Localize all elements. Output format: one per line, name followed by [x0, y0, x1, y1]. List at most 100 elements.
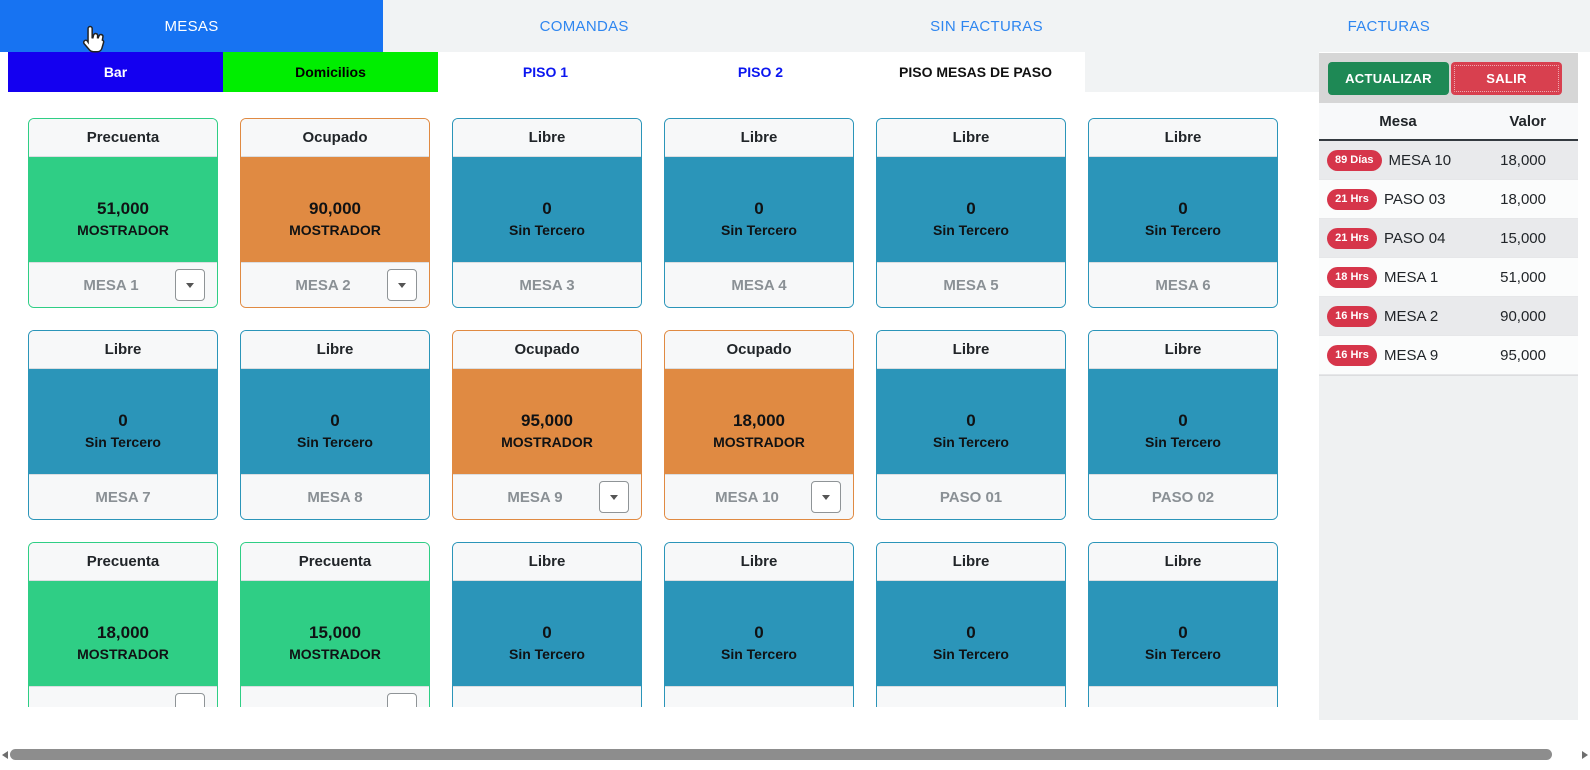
chevron-down-icon: [186, 282, 194, 288]
table-card[interactable]: Libre 0 Sin Tercero: [452, 542, 642, 707]
salir-button[interactable]: SALIR: [1451, 61, 1562, 95]
invoice-row-mesa-1[interactable]: 18 Hrs MESA 1 51,000: [1319, 258, 1578, 297]
table-dropdown-button[interactable]: [387, 269, 417, 301]
scrollbar-thumb[interactable]: [10, 749, 1552, 760]
invoice-valor: 18,000: [1500, 151, 1546, 169]
subtab-piso-2[interactable]: PISO 2: [653, 52, 868, 92]
table-dropdown-button[interactable]: [175, 269, 205, 301]
subtab-domicilios[interactable]: Domicilios: [223, 52, 438, 92]
tab-sin-facturas[interactable]: SIN FACTURAS: [785, 0, 1187, 52]
table-status-header: Libre: [1089, 119, 1277, 157]
table-status-header: Libre: [665, 119, 853, 157]
table-card-body: 0 Sin Tercero: [665, 157, 853, 262]
table-dropdown-button[interactable]: [811, 481, 841, 513]
table-card-sublabel: Sin Tercero: [1145, 434, 1221, 450]
table-card-name: MESA 9: [507, 488, 563, 506]
table-card-mesa-1[interactable]: Precuenta 51,000 MOSTRADOR MESA 1: [28, 118, 218, 308]
table-card-mesa-6[interactable]: Libre 0 Sin Tercero MESA 6: [1088, 118, 1278, 308]
table-card-footer: [241, 686, 429, 707]
tab-comandas[interactable]: COMANDAS: [383, 0, 785, 52]
scroll-left-arrow-icon[interactable]: [2, 751, 8, 759]
table-card-value: 0: [330, 411, 340, 430]
invoice-mesa-name: MESA 9: [1384, 346, 1439, 364]
subtab-piso-1[interactable]: PISO 1: [438, 52, 653, 92]
table-card-body: 0 Sin Tercero: [29, 369, 217, 474]
table-card-name: PASO 02: [1151, 488, 1215, 506]
elapsed-time-badge: 16 Hrs: [1327, 344, 1377, 366]
sub-tab-label: PISO MESAS DE PASO: [899, 64, 1052, 80]
table-card-sublabel: Sin Tercero: [509, 222, 585, 238]
table-card-body: 0 Sin Tercero: [453, 157, 641, 262]
table-card-paso-02[interactable]: Libre 0 Sin Tercero PASO 02: [1088, 330, 1278, 520]
table-card-sublabel: MOSTRADOR: [713, 434, 805, 450]
top-tab-label: MESAS: [164, 17, 219, 35]
table-card[interactable]: Libre 0 Sin Tercero: [664, 542, 854, 707]
table-card-mesa-10[interactable]: Ocupado 18,000 MOSTRADOR MESA 10: [664, 330, 854, 520]
invoice-row-paso-04[interactable]: 21 Hrs PASO 04 15,000: [1319, 219, 1578, 258]
invoice-mesa-name: PASO 04: [1384, 229, 1446, 247]
horizontal-scrollbar[interactable]: [0, 748, 1590, 762]
table-dropdown-button[interactable]: [175, 693, 205, 707]
table-card-name: MESA 3: [519, 276, 575, 294]
table-card-footer: MESA 6: [1089, 262, 1277, 307]
table-card[interactable]: Precuenta 15,000 MOSTRADOR: [240, 542, 430, 707]
table-card-footer: MESA 7: [29, 474, 217, 519]
table-card-footer: [29, 686, 217, 707]
table-card-name: MESA 6: [1155, 276, 1211, 294]
table-card[interactable]: Precuenta 18,000 MOSTRADOR: [28, 542, 218, 707]
table-card-mesa-7[interactable]: Libre 0 Sin Tercero MESA 7: [28, 330, 218, 520]
subtab-piso-mesas-de-paso[interactable]: PISO MESAS DE PASO: [868, 52, 1083, 92]
table-card-value: 18,000: [97, 623, 149, 642]
table-card-value: 0: [966, 199, 976, 218]
table-card-mesa-9[interactable]: Ocupado 95,000 MOSTRADOR MESA 9: [452, 330, 642, 520]
invoice-valor: 15,000: [1500, 229, 1546, 247]
invoice-valor: 18,000: [1500, 190, 1546, 208]
invoice-row-paso-03[interactable]: 21 Hrs PASO 03 18,000: [1319, 180, 1578, 219]
table-card-body: 90,000 MOSTRADOR: [241, 157, 429, 262]
table-card-name: MESA 8: [307, 488, 363, 506]
invoice-row-mesa-9[interactable]: 16 Hrs MESA 9 95,000: [1319, 336, 1578, 375]
invoice-row-mesa-2[interactable]: 16 Hrs MESA 2 90,000: [1319, 297, 1578, 336]
table-dropdown-button[interactable]: [387, 693, 417, 707]
table-card[interactable]: Libre 0 Sin Tercero: [1088, 542, 1278, 707]
table-card-body: 0 Sin Tercero: [1089, 581, 1277, 686]
table-card-mesa-2[interactable]: Ocupado 90,000 MOSTRADOR MESA 2: [240, 118, 430, 308]
top-tab-label: COMANDAS: [539, 17, 629, 35]
table-card-sublabel: Sin Tercero: [933, 222, 1009, 238]
table-card-sublabel: Sin Tercero: [85, 434, 161, 450]
table-card-value: 0: [1178, 199, 1188, 218]
invoice-row-mesa-10[interactable]: 89 Días MESA 10 18,000: [1319, 141, 1578, 180]
table-card-mesa-3[interactable]: Libre 0 Sin Tercero MESA 3: [452, 118, 642, 308]
table-card-name: MESA 1: [83, 276, 139, 294]
scroll-right-arrow-icon[interactable]: [1582, 751, 1588, 759]
subtab-bar[interactable]: Bar: [8, 52, 223, 92]
elapsed-time-badge: 89 Días: [1327, 149, 1382, 171]
table-card-sublabel: Sin Tercero: [509, 646, 585, 662]
tab-mesas[interactable]: MESAS: [0, 0, 383, 52]
table-card[interactable]: Libre 0 Sin Tercero: [876, 542, 1066, 707]
table-card-name: MESA 7: [95, 488, 151, 506]
table-card-value: 0: [542, 623, 552, 642]
table-card-footer: MESA 8: [241, 474, 429, 519]
table-card-body: 0 Sin Tercero: [877, 157, 1065, 262]
table-card-paso-01[interactable]: Libre 0 Sin Tercero PASO 01: [876, 330, 1066, 520]
table-card-value: 95,000: [521, 411, 573, 430]
top-tab-label: SIN FACTURAS: [930, 17, 1043, 35]
table-card-sublabel: MOSTRADOR: [289, 222, 381, 238]
table-card-value: 15,000: [309, 623, 361, 642]
table-card-mesa-5[interactable]: Libre 0 Sin Tercero MESA 5: [876, 118, 1066, 308]
tab-facturas[interactable]: FACTURAS: [1188, 0, 1590, 52]
table-card-footer: PASO 01: [877, 474, 1065, 519]
table-dropdown-button[interactable]: [599, 481, 629, 513]
actualizar-button[interactable]: ACTUALIZAR: [1328, 61, 1449, 95]
table-card-value: 0: [1178, 623, 1188, 642]
table-card-mesa-8[interactable]: Libre 0 Sin Tercero MESA 8: [240, 330, 430, 520]
chevron-down-icon: [186, 706, 194, 707]
chevron-down-icon: [398, 706, 406, 707]
table-card-footer: MESA 5: [877, 262, 1065, 307]
table-status-header: Libre: [1089, 331, 1277, 369]
table-card-mesa-4[interactable]: Libre 0 Sin Tercero MESA 4: [664, 118, 854, 308]
invoice-mesa-name: PASO 03: [1384, 190, 1446, 208]
table-card-footer: MESA 3: [453, 262, 641, 307]
table-card-footer: [665, 686, 853, 707]
